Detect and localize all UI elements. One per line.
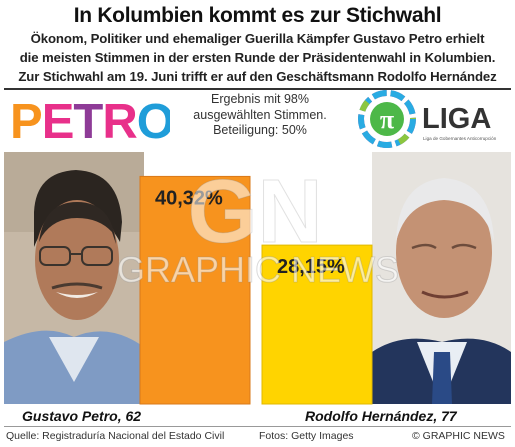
result-notes: Ergebnis mit 98% ausgewählten Stimmen. B…	[180, 92, 340, 139]
petro-logo-text: PETRO	[10, 95, 170, 146]
photo-credit: Fotos: Getty Images	[259, 430, 354, 442]
subtitle-line-1: Ökonom, Politiker und ehemaliger Guerill…	[30, 31, 485, 46]
liga-logo: π LIGA Liga de Gobernantes Anticorrupció…	[358, 90, 497, 148]
petro-logo-letter: P	[10, 95, 42, 146]
bar-petro	[139, 175, 251, 405]
bar-hernandez	[261, 244, 373, 405]
footer-divider	[4, 426, 511, 427]
page-title: In Kolumbien kommt es zur Stichwahl	[73, 4, 442, 27]
subtitle-line-2: die meisten Stimmen in der ersten Runde …	[19, 50, 496, 65]
bar-value-label: 40,32%	[155, 187, 223, 209]
note-line-1: Ergebnis mit 98%	[211, 92, 309, 106]
petro-logo-letter: E	[42, 95, 74, 146]
liga-logo-text: LIGA	[422, 103, 491, 135]
header-divider	[4, 88, 511, 90]
liga-tagline: Liga de Gobernantes Anticorrupción	[423, 136, 497, 141]
note-line-2: ausgewählten Stimmen.	[193, 107, 327, 122]
petro-logo-letter: R	[102, 95, 137, 146]
liga-pi-symbol: π	[380, 105, 394, 134]
source-credit: Quelle: Registraduría Nacional del Estad…	[6, 430, 225, 442]
bar-value-label: 28,15%	[277, 256, 345, 278]
copyright: © GRAPHIC NEWS	[412, 430, 505, 442]
candidate-caption-hernandez: Rodolfo Hernández, 77	[305, 408, 457, 424]
hernandez-photo	[372, 152, 511, 404]
subtitle-line-3: Zur Stichwahl am 19. Juni trifft er auf …	[18, 69, 497, 84]
petro-logo: PETRO	[10, 95, 170, 146]
petro-photo	[4, 152, 144, 404]
candidate-caption-petro: Gustavo Petro, 62	[22, 408, 142, 424]
petro-logo-letter: O	[137, 95, 170, 146]
petro-logo-letter: T	[73, 95, 103, 146]
note-line-3: Beteiligung: 50%	[213, 123, 307, 137]
